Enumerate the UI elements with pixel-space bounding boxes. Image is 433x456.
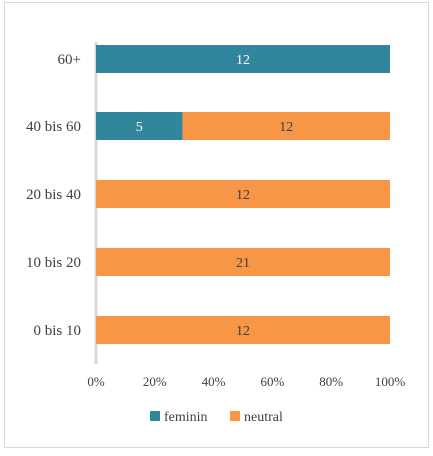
legend-swatch-feminin — [150, 411, 160, 421]
chart-frame — [4, 2, 429, 448]
x-tick-label: 100% — [375, 374, 406, 389]
data-label: 12 — [236, 53, 250, 68]
bar-segment-neutral — [96, 248, 390, 276]
data-label: 12 — [236, 188, 250, 203]
data-label: 5 — [136, 120, 143, 135]
x-tick-label: 40% — [202, 374, 226, 389]
x-tick-label: 80% — [319, 374, 343, 389]
legend-label-feminin: feminin — [164, 410, 208, 425]
category-label: 60+ — [58, 52, 81, 68]
legend-label-neutral: neutral — [244, 410, 283, 425]
category-label: 0 bis 10 — [33, 323, 81, 339]
category-label: 10 bis 20 — [26, 255, 81, 271]
x-tick-label: 20% — [143, 374, 167, 389]
data-label: 12 — [236, 324, 250, 339]
bar-segment-neutral — [182, 112, 390, 140]
bar-segment-feminin — [96, 112, 183, 140]
x-tick-label: 0% — [87, 374, 105, 389]
x-tick-label: 60% — [260, 374, 284, 389]
data-label: 21 — [236, 256, 250, 271]
legend: feminin neutral — [150, 410, 283, 425]
axis-layer: 0% 20% 40% 60% 80% 100% 60+ 40 bis 60 20 bis 40 1… — [26, 42, 405, 389]
bar-segment-neutral — [96, 316, 390, 344]
category-label: 40 bis 60 — [26, 119, 81, 135]
legend-swatch-neutral — [230, 411, 240, 421]
bar-segment-feminin — [96, 45, 390, 73]
bars-layer — [96, 45, 390, 344]
labels-layer: 12 5 12 12 21 12 — [136, 53, 294, 339]
bar-segment-neutral — [96, 180, 390, 208]
category-label: 20 bis 40 — [26, 187, 81, 203]
data-label: 12 — [279, 120, 293, 135]
